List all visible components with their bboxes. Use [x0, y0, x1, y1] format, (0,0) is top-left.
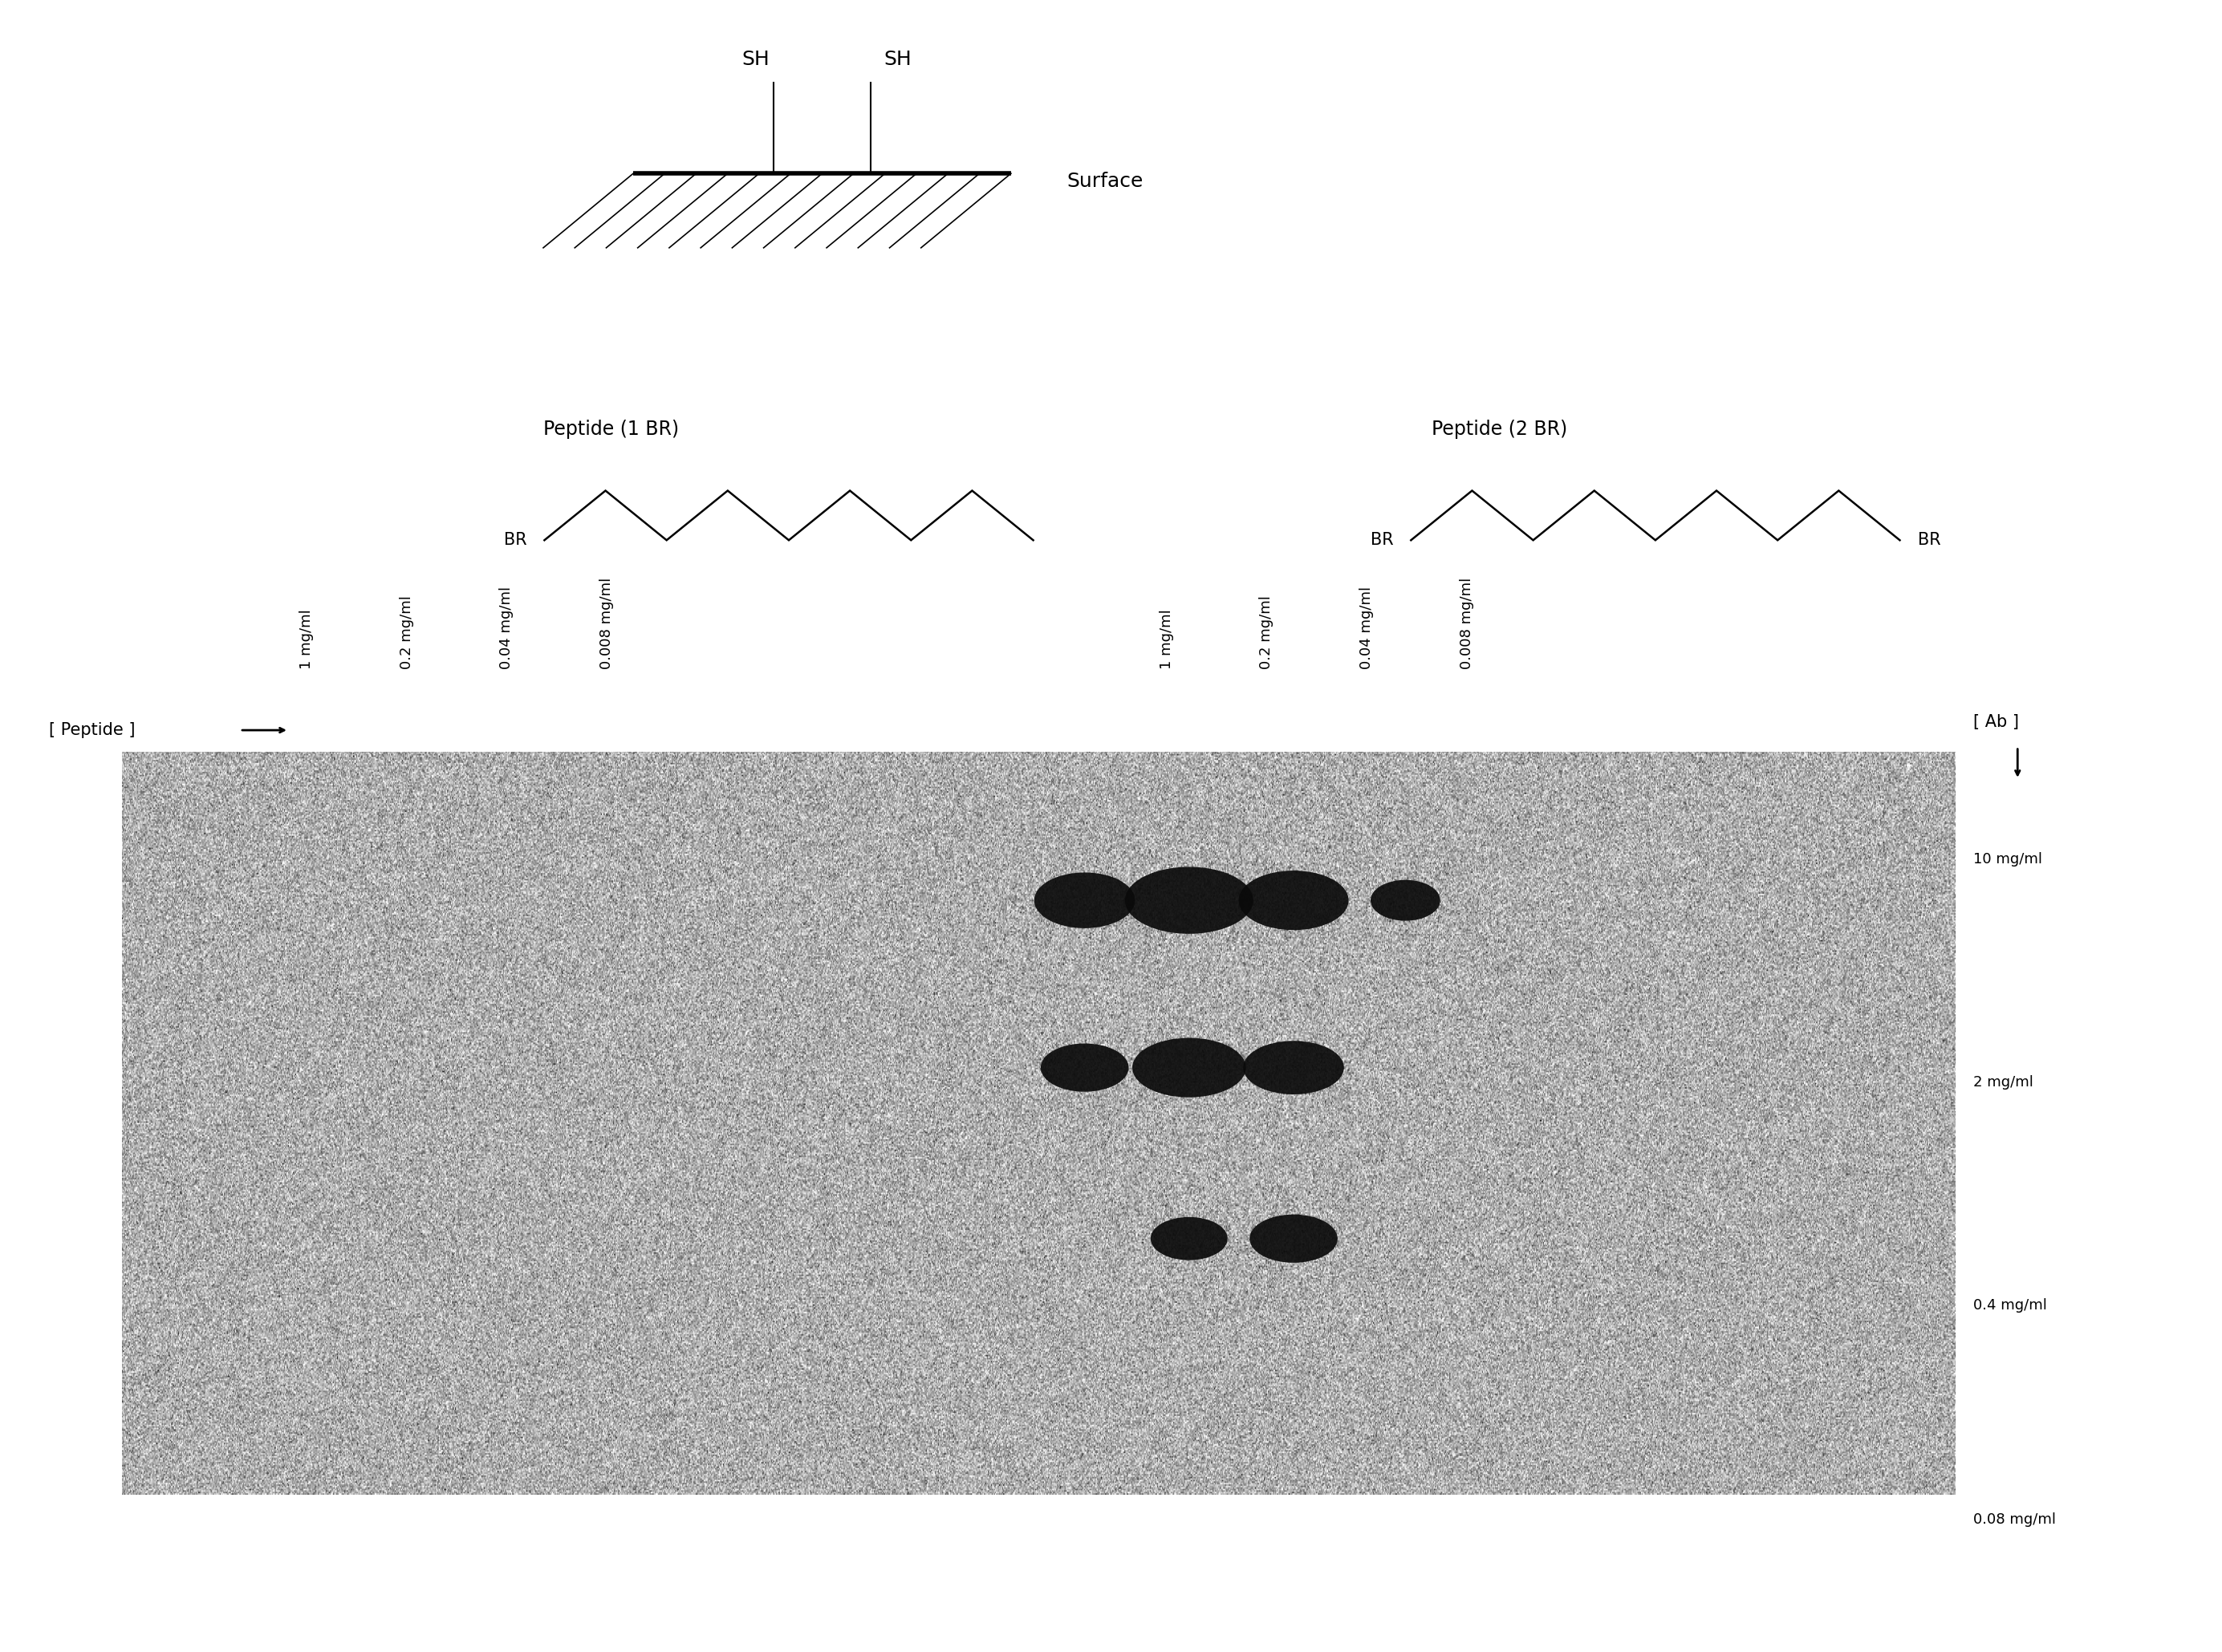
- Text: 0.4 mg/ml: 0.4 mg/ml: [1973, 1298, 2046, 1312]
- Ellipse shape: [1124, 867, 1253, 933]
- Ellipse shape: [1371, 881, 1440, 920]
- Ellipse shape: [1151, 1218, 1227, 1260]
- Text: SH: SH: [884, 50, 911, 69]
- Ellipse shape: [1242, 1041, 1344, 1094]
- Text: 0.08 mg/ml: 0.08 mg/ml: [1973, 1513, 2055, 1526]
- Text: BR: BR: [1371, 532, 1393, 548]
- Text: SH: SH: [742, 50, 769, 69]
- Ellipse shape: [1033, 872, 1135, 928]
- Text: 0.2 mg/ml: 0.2 mg/ml: [400, 595, 413, 669]
- Ellipse shape: [1249, 1214, 1338, 1262]
- Text: 1 mg/ml: 1 mg/ml: [300, 610, 313, 669]
- Ellipse shape: [1238, 871, 1349, 930]
- Text: Peptide (2 BR): Peptide (2 BR): [1431, 420, 1569, 439]
- Text: 1 mg/ml: 1 mg/ml: [1160, 610, 1173, 669]
- Text: 0.04 mg/ml: 0.04 mg/ml: [500, 586, 513, 669]
- Text: BR: BR: [504, 532, 527, 548]
- Text: 0.008 mg/ml: 0.008 mg/ml: [600, 578, 613, 669]
- Text: BR: BR: [1918, 532, 1940, 548]
- Text: 2 mg/ml: 2 mg/ml: [1973, 1075, 2033, 1089]
- Ellipse shape: [1133, 1037, 1247, 1097]
- Text: 10 mg/ml: 10 mg/ml: [1973, 852, 2042, 866]
- Text: Surface: Surface: [1067, 172, 1142, 192]
- Text: [ Peptide ]: [ Peptide ]: [49, 722, 136, 738]
- Ellipse shape: [1040, 1044, 1129, 1092]
- Text: 0.04 mg/ml: 0.04 mg/ml: [1360, 586, 1373, 669]
- Text: 0.008 mg/ml: 0.008 mg/ml: [1460, 578, 1473, 669]
- Text: [ Ab ]: [ Ab ]: [1973, 714, 2020, 730]
- Text: 0.2 mg/ml: 0.2 mg/ml: [1260, 595, 1273, 669]
- Text: Peptide (1 BR): Peptide (1 BR): [542, 420, 680, 439]
